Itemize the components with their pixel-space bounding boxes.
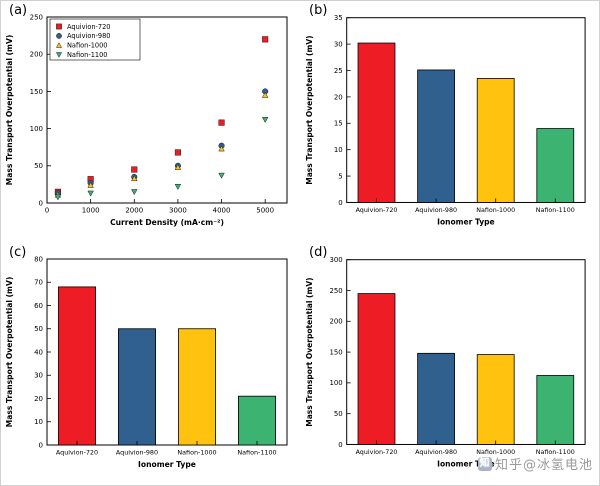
chart-panel-d: (d) 0 50 100 150 200 250 300 Mass Transport Ove… bbox=[301, 243, 599, 485]
svg-text:30: 30 bbox=[334, 40, 343, 48]
svg-text:Current Density (mA·cm⁻²): Current Density (mA·cm⁻²) bbox=[110, 218, 224, 227]
svg-text:Nafion-1000: Nafion-1000 bbox=[177, 449, 216, 457]
svg-text:40: 40 bbox=[34, 348, 43, 356]
svg-text:300: 300 bbox=[329, 256, 342, 264]
svg-text:50: 50 bbox=[334, 410, 343, 418]
svg-text:20: 20 bbox=[334, 93, 343, 101]
svg-text:250: 250 bbox=[30, 13, 43, 21]
svg-text:Ionomer Type: Ionomer Type bbox=[138, 460, 196, 469]
svg-text:25: 25 bbox=[334, 67, 343, 75]
svg-text:0: 0 bbox=[39, 441, 43, 449]
svg-text:30: 30 bbox=[34, 372, 43, 380]
chart-panel-a: (a) 0 50 100 150 200 250 Mass Transport Overpo… bbox=[1, 1, 301, 243]
svg-text:2000: 2000 bbox=[125, 207, 143, 215]
svg-text:1000: 1000 bbox=[82, 207, 100, 215]
watermark: 知 知乎@冰氢电池 bbox=[477, 454, 593, 473]
svg-text:0: 0 bbox=[338, 441, 342, 449]
svg-text:Nafion-1100: Nafion-1100 bbox=[536, 449, 575, 456]
svg-text:4000: 4000 bbox=[213, 207, 231, 215]
svg-text:Nafion-1100: Nafion-1100 bbox=[536, 207, 575, 214]
svg-text:0: 0 bbox=[45, 207, 49, 215]
panel-label-c: (c) bbox=[9, 245, 27, 260]
svg-text:Aquivion-980: Aquivion-980 bbox=[415, 207, 457, 214]
svg-text:60: 60 bbox=[34, 302, 43, 310]
zhihu-logo-icon: 知 bbox=[477, 456, 492, 471]
panel-label-b: (b) bbox=[309, 3, 328, 18]
bar-chart-overpotential-by-ionomer-d: 0 50 100 150 200 250 300 Mass Transport Overpot… bbox=[305, 256, 586, 468]
svg-text:15: 15 bbox=[334, 120, 343, 128]
svg-text:Nafion-1000: Nafion-1000 bbox=[476, 449, 515, 456]
svg-text:Mass Transport Overpotential (: Mass Transport Overpotential (mV) bbox=[305, 35, 314, 184]
svg-text:150: 150 bbox=[30, 88, 43, 96]
svg-text:Aquivion-720: Aquivion-720 bbox=[67, 23, 111, 31]
svg-text:200: 200 bbox=[329, 318, 342, 326]
svg-text:3000: 3000 bbox=[169, 207, 187, 215]
svg-text:Nafion-1000: Nafion-1000 bbox=[67, 42, 108, 50]
svg-text:20: 20 bbox=[34, 395, 43, 403]
svg-text:Nafion-1100: Nafion-1100 bbox=[237, 449, 276, 457]
svg-text:Mass Transport Overpotential (: Mass Transport Overpotential (mV) bbox=[5, 35, 14, 186]
panel-label-a: (a) bbox=[9, 3, 28, 18]
chart-panel-b: (b) 0 5 10 15 20 25 30 35 Mass Transport Overpot… bbox=[301, 1, 599, 243]
svg-text:0: 0 bbox=[39, 199, 43, 207]
svg-text:5000: 5000 bbox=[256, 207, 274, 215]
svg-text:50: 50 bbox=[34, 162, 43, 170]
bar-chart-overpotential-by-ionomer-b: 0 5 10 15 20 25 30 35 Mass Transport Overpotenti… bbox=[305, 14, 586, 226]
svg-text:Ionomer Type: Ionomer Type bbox=[437, 459, 494, 468]
svg-text:Aquivion-980: Aquivion-980 bbox=[116, 449, 158, 457]
watermark-text: 知乎@冰氢电池 bbox=[494, 458, 593, 473]
svg-text:70: 70 bbox=[34, 279, 43, 287]
svg-text:Nafion-1100: Nafion-1100 bbox=[67, 51, 108, 59]
svg-text:Aquivion-980: Aquivion-980 bbox=[415, 449, 457, 456]
svg-text:100: 100 bbox=[30, 125, 43, 133]
svg-text:10: 10 bbox=[334, 146, 343, 154]
svg-text:5: 5 bbox=[338, 172, 342, 180]
svg-text:Mass Transport Overpotential (: Mass Transport Overpotential (mV) bbox=[305, 277, 314, 426]
svg-text:Mass Transport Overpotential (: Mass Transport Overpotential (mV) bbox=[5, 277, 14, 428]
chart-panel-c: (c) 0 10 20 30 40 50 60 70 80 Mass Transport Over… bbox=[1, 243, 301, 485]
svg-text:Aquivion-720: Aquivion-720 bbox=[356, 207, 398, 214]
svg-text:0: 0 bbox=[338, 199, 342, 207]
svg-text:150: 150 bbox=[329, 348, 342, 356]
svg-text:Aquivion-720: Aquivion-720 bbox=[356, 449, 398, 456]
svg-text:Aquivion-720: Aquivion-720 bbox=[56, 449, 98, 457]
panel-label-d: (d) bbox=[309, 245, 328, 260]
svg-text:10: 10 bbox=[34, 418, 43, 426]
svg-text:Nafion-1000: Nafion-1000 bbox=[476, 207, 515, 214]
svg-text:Ionomer Type: Ionomer Type bbox=[437, 217, 494, 226]
svg-text:100: 100 bbox=[329, 379, 342, 387]
svg-text:Aquivion-980: Aquivion-980 bbox=[67, 32, 111, 40]
svg-text:80: 80 bbox=[34, 255, 43, 263]
bar-chart-overpotential-by-ionomer-c: 0 10 20 30 40 50 60 70 80 Mass Transport Overpote… bbox=[5, 255, 288, 469]
scatter-chart-overpotential-vs-current-density: 0 50 100 150 200 250 Mass Transport Overpotent… bbox=[5, 13, 288, 227]
svg-text:200: 200 bbox=[30, 51, 43, 59]
svg-text:35: 35 bbox=[334, 14, 343, 22]
svg-text:50: 50 bbox=[34, 325, 43, 333]
svg-text:250: 250 bbox=[329, 287, 342, 295]
